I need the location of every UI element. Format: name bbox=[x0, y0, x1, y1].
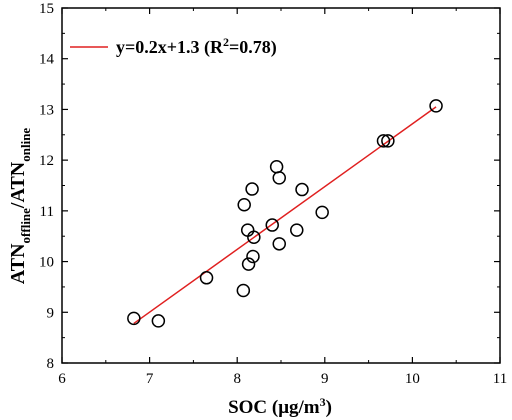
fit-line-layer bbox=[133, 106, 437, 325]
data-point bbox=[265, 218, 279, 232]
x-tick-label: 8 bbox=[233, 371, 241, 387]
legend-label-sup: 2 bbox=[223, 35, 229, 49]
fit-line bbox=[133, 106, 437, 325]
x-tick-label: 10 bbox=[405, 371, 420, 387]
y-tick-label: 15 bbox=[39, 1, 54, 17]
y-tick-label: 10 bbox=[39, 255, 54, 271]
data-point bbox=[241, 257, 256, 271]
x-axis-title-end: ) bbox=[326, 397, 332, 418]
data-point bbox=[151, 314, 166, 328]
y-axis-title: ATNoffline/ATNonline bbox=[7, 128, 33, 285]
x-axis-title-main: SOC (μg/m bbox=[228, 397, 320, 418]
y-axis-title-a-sub: offline bbox=[18, 208, 33, 244]
legend-label-main: y=0.2x+1.3 (R bbox=[116, 37, 224, 58]
data-points bbox=[127, 99, 443, 328]
data-point bbox=[236, 283, 251, 298]
y-tick-label: 8 bbox=[47, 356, 55, 372]
data-point bbox=[269, 159, 284, 174]
data-point bbox=[246, 249, 260, 264]
y-tick-label: 13 bbox=[39, 102, 54, 118]
data-point bbox=[315, 205, 329, 220]
x-tick-label: 11 bbox=[493, 371, 507, 387]
legend-label: y=0.2x+1.3 (R2=0.78) bbox=[116, 35, 277, 58]
data-point bbox=[272, 171, 286, 185]
y-tick-label: 9 bbox=[47, 305, 55, 321]
data-point bbox=[272, 237, 286, 251]
y-tick-label: 11 bbox=[40, 204, 54, 220]
y-axis-title-sep: /ATN bbox=[7, 161, 29, 209]
y-axis-title-b-sub: online bbox=[18, 128, 33, 162]
data-point bbox=[127, 311, 141, 326]
axes: 6 7 8 9 10 11 8 9 10 11 12 13 14 15 bbox=[39, 1, 507, 387]
x-tick-label: 6 bbox=[58, 371, 66, 387]
y-axis-title-a: ATN bbox=[7, 243, 29, 284]
x-tick-label: 7 bbox=[146, 371, 154, 387]
x-tick-label: 9 bbox=[321, 371, 329, 387]
data-point bbox=[376, 134, 391, 148]
data-point bbox=[290, 223, 304, 237]
data-point bbox=[237, 198, 251, 212]
plot-frame bbox=[61, 7, 501, 364]
data-point bbox=[199, 271, 214, 285]
x-axis-title: SOC (μg/m3) bbox=[228, 395, 332, 418]
data-point bbox=[247, 230, 261, 244]
y-tick-label: 14 bbox=[39, 52, 55, 68]
data-point bbox=[240, 223, 255, 237]
y-tick-label: 12 bbox=[39, 153, 54, 169]
data-point bbox=[245, 182, 259, 196]
x-axis-title-sup: 3 bbox=[320, 395, 326, 409]
legend: y=0.2x+1.3 (R2=0.78) bbox=[70, 35, 277, 58]
data-point bbox=[295, 182, 309, 197]
legend-label-end: =0.78) bbox=[229, 37, 277, 58]
data-point bbox=[429, 99, 443, 113]
data-point bbox=[381, 134, 395, 148]
